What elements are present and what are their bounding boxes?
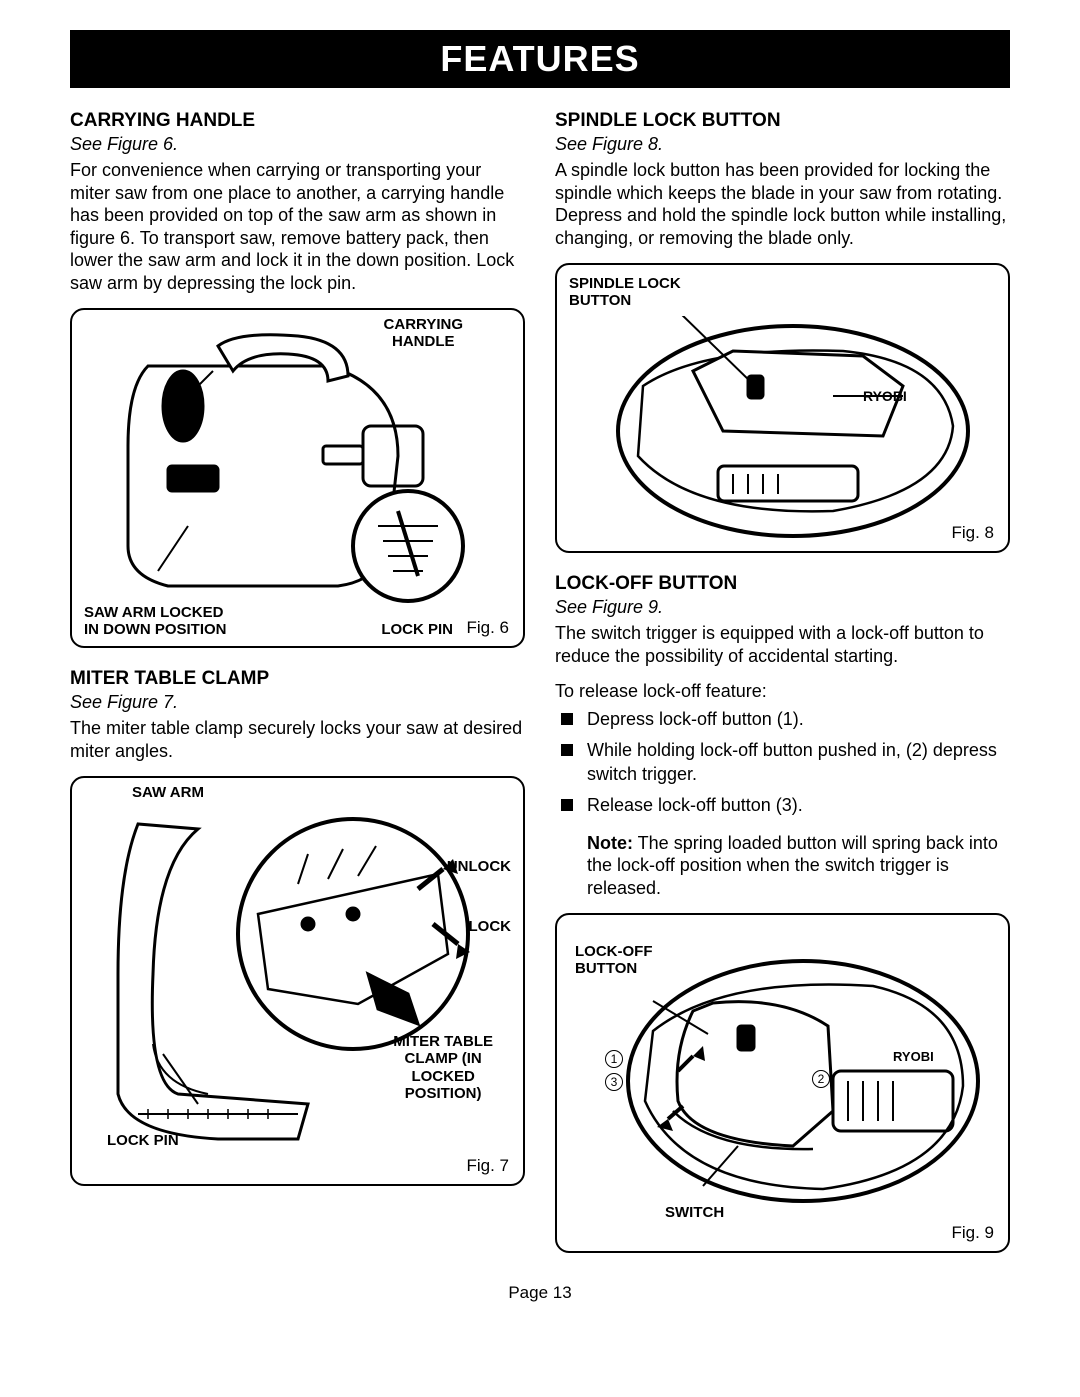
right-column: SPINDLE LOCK BUTTON See Figure 8. A spin… [555, 110, 1010, 1273]
fig8-l2: BUTTON [569, 292, 631, 309]
fig7-c4: POSITION) [405, 1085, 482, 1102]
figure-9-box: LOCK-OFF BUTTON [555, 913, 1010, 1253]
fig9-num-1: 1 [605, 1050, 623, 1068]
miter-clamp-title: MITER TABLE CLAMP [70, 668, 525, 690]
see-figure-6: See Figure 6. [70, 134, 525, 155]
lockoff-note: Note: The spring loaded button will spri… [555, 832, 1010, 900]
features-banner: FEATURES [70, 30, 1010, 88]
fig7-sawarm-label: SAW ARM [132, 784, 204, 801]
fig9-switch-label: SWITCH [665, 1204, 724, 1221]
fig9-l2: BUTTON [575, 960, 637, 977]
figure-8-box: SPINDLE LOCK BUTTON RYOBI Fig. 8 [555, 263, 1010, 553]
fig6-carrying-handle-label: CARRYINGHANDLE [384, 316, 463, 351]
carrying-handle-title: CARRYING HANDLE [70, 110, 525, 132]
fig7-lock-label: LOCK [469, 918, 512, 935]
lockoff-title: LOCK-OFF BUTTON [555, 573, 1010, 595]
fig7-c2: CLAMP (IN [405, 1050, 482, 1067]
fig7-lockpin-label: LOCK PIN [107, 1132, 179, 1149]
two-column-layout: CARRYING HANDLE See Figure 6. For conven… [70, 110, 1010, 1273]
spindle-lock-text: A spindle lock button has been provided … [555, 159, 1010, 249]
lockoff-text: The switch trigger is equipped with a lo… [555, 622, 1010, 667]
note-body: The spring loaded button will spring bac… [587, 833, 998, 898]
step-3: Release lock-off button (3). [555, 794, 1010, 817]
fig8-label: SPINDLE LOCK BUTTON [569, 275, 996, 310]
fig7-c3: LOCKED [411, 1068, 474, 1085]
fig9-caption: Fig. 9 [951, 1223, 994, 1243]
fig8-l1: SPINDLE LOCK [569, 275, 681, 292]
fig6-bl-2: IN DOWN POSITION [84, 621, 227, 638]
fig6-bl-1: SAW ARM LOCKED [84, 604, 223, 621]
fig6-lockpin-label: LOCK PIN [381, 621, 453, 638]
step-1: Depress lock-off button (1). [555, 708, 1010, 731]
step-2: While holding lock-off button pushed in,… [555, 739, 1010, 786]
fig6-label-top-line: CARRYINGHANDLE [384, 316, 463, 350]
fig6-caption: Fig. 6 [466, 618, 509, 638]
page-number: Page 13 [70, 1283, 1010, 1303]
fig6-saw-arm-label: SAW ARM LOCKED IN DOWN POSITION [84, 604, 227, 639]
fig8-caption: Fig. 8 [951, 523, 994, 543]
fig9-l1: LOCK-OFF [575, 943, 652, 960]
see-figure-9: See Figure 9. [555, 597, 1010, 618]
spindle-lock-title: SPINDLE LOCK BUTTON [555, 110, 1010, 132]
miter-clamp-text: The miter table clamp securely locks you… [70, 717, 525, 762]
fig8-illustration: RYOBI [583, 316, 983, 546]
carrying-handle-text: For convenience when carrying or transpo… [70, 159, 525, 294]
lockoff-intro: To release lock-off feature: [555, 681, 1010, 702]
fig9-num-3: 3 [605, 1073, 623, 1091]
fig7-unlock-label: UNLOCK [447, 858, 511, 875]
left-column: CARRYING HANDLE See Figure 6. For conven… [70, 110, 525, 1273]
svg-text:RYOBI: RYOBI [863, 388, 907, 404]
fig7-clamp-label: MITER TABLE CLAMP (IN LOCKED POSITION) [393, 1033, 493, 1102]
figure-7-box: SAW ARM [70, 776, 525, 1186]
fig9-label: LOCK-OFF BUTTON [575, 943, 652, 978]
fig7-c1: MITER TABLE [393, 1033, 493, 1050]
note-label: Note: [587, 833, 633, 853]
lockoff-steps: Depress lock-off button (1). While holdi… [555, 708, 1010, 818]
figure-6-box: CARRYINGHANDLE SAW ARM LO [70, 308, 525, 648]
svg-text:RYOBI: RYOBI [893, 1049, 934, 1064]
see-figure-7: See Figure 7. [70, 692, 525, 713]
see-figure-8: See Figure 8. [555, 134, 1010, 155]
fig9-num-2: 2 [812, 1070, 830, 1088]
fig6-illustration [98, 326, 498, 616]
fig7-caption: Fig. 7 [466, 1156, 509, 1176]
